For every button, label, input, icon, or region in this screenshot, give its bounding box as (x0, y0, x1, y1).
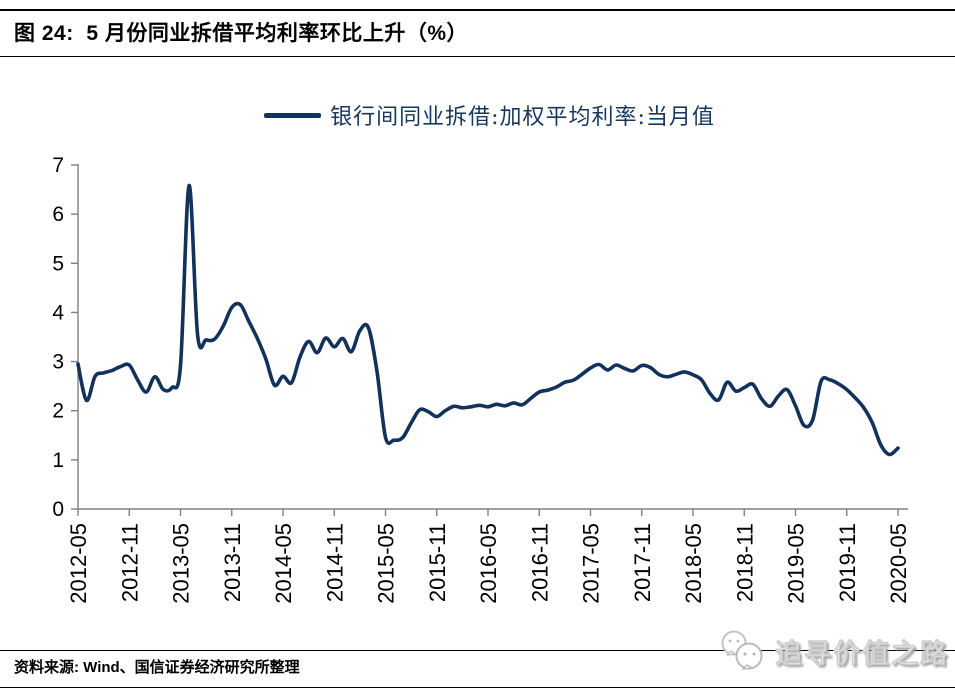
legend-line-swatch (264, 112, 322, 118)
x-tick-label: 2020-05 (886, 523, 911, 604)
source-note: 资料来源: Wind、国信证券经济研究所整理 (14, 659, 300, 676)
x-tick-label: 2015-05 (374, 523, 399, 604)
y-tick-label: 3 (52, 351, 64, 374)
x-tick-label: 2019-05 (784, 523, 809, 604)
x-tick-label: 2016-11 (527, 523, 552, 602)
legend-label: 银行间同业拆借:加权平均利率:当月值 (330, 105, 715, 130)
title-underline-rule (0, 56, 955, 57)
x-tick-label: 2019-11 (835, 523, 860, 602)
x-tick-label: 2013-11 (220, 523, 245, 602)
bottom-rule (0, 687, 955, 688)
watermark: 追寻价值之路 (717, 629, 949, 673)
x-tick-label: 2018-11 (732, 523, 757, 602)
x-tick-label: 2014-05 (271, 523, 296, 604)
y-tick-label: 7 (52, 154, 64, 177)
y-tick-label: 1 (52, 449, 64, 472)
x-tick-label: 2013-05 (169, 523, 194, 604)
x-tick-label: 2015-11 (425, 523, 450, 602)
x-tick-label: 2017-11 (630, 523, 655, 602)
chart-legend: 银行间同业拆借:加权平均利率:当月值 (12, 99, 955, 131)
x-tick-label: 2012-11 (117, 523, 142, 602)
y-tick-label: 2 (52, 400, 64, 423)
y-tick-label: 4 (52, 301, 64, 324)
x-tick-label: 2016-05 (476, 523, 501, 604)
chat-bubbles-icon (721, 630, 763, 670)
series-line (76, 183, 900, 457)
y-tick-label: 5 (52, 252, 64, 275)
y-tick-label: 6 (52, 203, 64, 226)
x-tick-label: 2014-11 (322, 523, 347, 602)
y-tick-label: 0 (52, 498, 64, 521)
top-rule (0, 9, 955, 11)
x-tick-label: 2018-05 (681, 523, 706, 604)
footer-rule (0, 650, 955, 651)
x-tick-label: 2012-05 (66, 523, 91, 604)
figure-title: 图 24: 5 月份同业拆借平均利率环比上升（%） (14, 22, 469, 45)
watermark-label: 追寻价值之路 (775, 638, 949, 670)
x-tick-label: 2017-05 (579, 523, 604, 604)
